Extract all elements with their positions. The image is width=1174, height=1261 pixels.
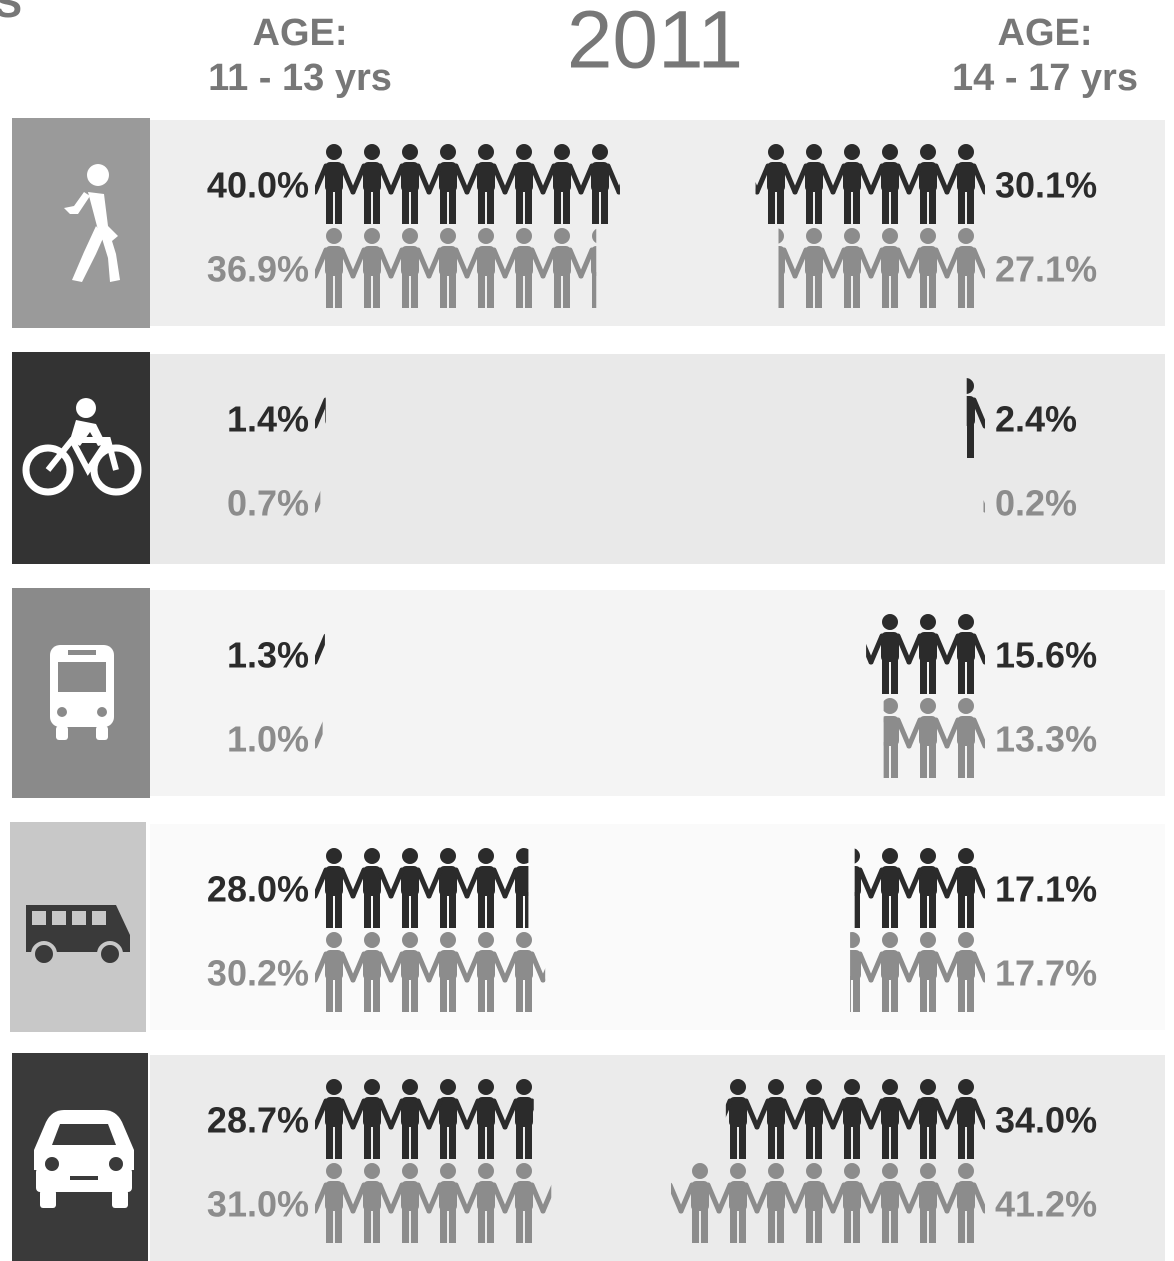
value-label: 1.3% — [227, 635, 309, 676]
value-label: 13.3% — [995, 719, 1097, 760]
pictogram — [850, 932, 985, 1012]
value-label: 41.2% — [995, 1184, 1097, 1225]
group-label: 14 - 17 yrs — [952, 57, 1138, 99]
row-background — [150, 590, 1165, 796]
group-heading: AGE: — [253, 12, 348, 54]
pictogram — [966, 378, 985, 458]
chart-title: 2011 — [567, 0, 743, 86]
value-label: 31.0% — [207, 1184, 309, 1225]
pictogram — [755, 144, 985, 224]
value-label: 36.9% — [207, 249, 309, 290]
value-label: 0.2% — [995, 483, 1077, 524]
pictogram — [315, 932, 546, 1012]
walk-icon — [64, 164, 120, 282]
value-label: 28.0% — [207, 869, 309, 910]
bus-icon — [50, 645, 114, 740]
pictogram — [315, 397, 326, 429]
pictogram — [315, 144, 620, 224]
value-label: 28.7% — [207, 1100, 309, 1141]
value-label: 15.6% — [995, 635, 1097, 676]
pictogram — [866, 614, 985, 694]
group-heading: AGE: — [998, 12, 1093, 54]
value-label: 1.4% — [227, 399, 309, 440]
value-label: 17.1% — [995, 869, 1097, 910]
value-label: 30.1% — [995, 165, 1097, 206]
value-label: 27.1% — [995, 249, 1097, 290]
value-label: 34.0% — [995, 1100, 1097, 1141]
value-label: 40.0% — [207, 165, 309, 206]
value-label: 2.4% — [995, 399, 1077, 440]
pictogram — [315, 228, 597, 308]
walk-icon-box — [12, 118, 150, 328]
row-background — [150, 1055, 1165, 1261]
pictogram — [315, 721, 323, 749]
value-label: 17.7% — [995, 953, 1097, 994]
row-background — [150, 120, 1165, 326]
value-label: 1.0% — [227, 719, 309, 760]
value-label: 0.7% — [227, 483, 309, 524]
pictogram — [854, 848, 985, 928]
school-bus-icon — [26, 905, 130, 967]
row-background — [150, 824, 1165, 1030]
pictogram — [883, 698, 986, 778]
bike-icon — [22, 398, 142, 496]
corner-text: S — [0, 0, 22, 26]
row-background — [150, 354, 1165, 564]
value-label: 30.2% — [207, 953, 309, 994]
pictogram — [778, 228, 986, 308]
pictogram — [315, 633, 325, 665]
pictogram — [315, 1163, 552, 1243]
pictogram — [670, 1163, 985, 1243]
car-icon — [34, 1110, 134, 1208]
pictogram — [725, 1079, 985, 1159]
pictogram — [315, 848, 529, 928]
group-label: 11 - 13 yrs — [208, 57, 392, 99]
pictogram — [315, 490, 321, 513]
pictogram — [315, 1079, 534, 1159]
